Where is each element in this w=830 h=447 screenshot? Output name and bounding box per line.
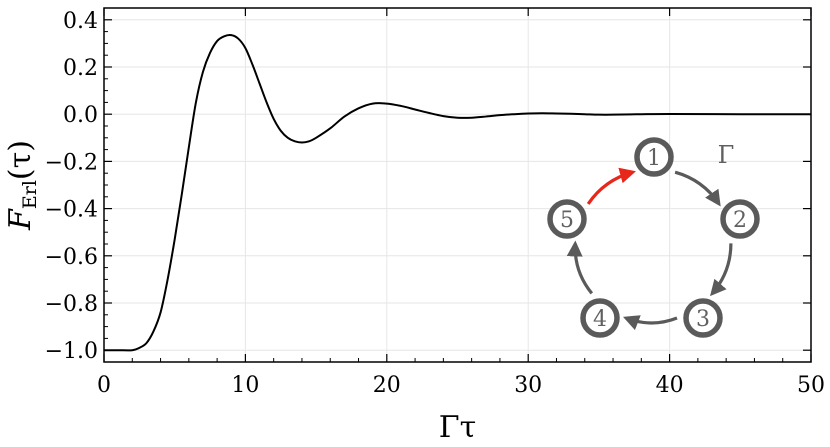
y-tick-label: −0.4: [45, 198, 98, 223]
x-tick-label: 30: [514, 373, 542, 398]
cycle-node-label: 5: [560, 208, 574, 233]
y-tick-label: −0.2: [45, 150, 98, 175]
y-axis-label-subscript: Erl: [19, 180, 41, 209]
cycle-node-label: 3: [696, 307, 710, 332]
cycle-edge: [710, 243, 733, 297]
cycle-edge: [674, 170, 721, 207]
y-tick-label: 0.2: [63, 56, 98, 81]
x-tick-label: 10: [231, 373, 259, 398]
x-axis-label: Γτ: [439, 410, 476, 445]
y-tick-label: 0.0: [63, 103, 98, 128]
y-axis-label-argument: (τ): [3, 140, 38, 180]
x-tick-label: 20: [373, 373, 401, 398]
cycle-node: [720, 199, 760, 239]
cycle-node-label: 4: [593, 307, 607, 332]
x-tick-label: 50: [797, 373, 825, 398]
cycle-edge: [566, 240, 594, 295]
y-axis-label-main: F: [3, 208, 38, 231]
cycle-node-label: 2: [733, 208, 747, 233]
cycle-node: [634, 137, 674, 177]
cycle-node: [683, 298, 723, 338]
cycle-node: [547, 199, 587, 239]
cycle-edge-reset: [586, 167, 636, 205]
rate-label: Γ: [718, 141, 735, 169]
cycle-node-label: 1: [647, 146, 661, 171]
cycle-node: [580, 298, 620, 338]
y-axis-label: FErl(τ): [3, 140, 41, 231]
tick-layer: 0 10 20 30 40 50 −1.0 −0.8 −0.6 −0.4 −0.2 0.0 0.2 0.4: [45, 8, 825, 398]
y-tick-label: −0.6: [45, 245, 98, 270]
x-tick-label: 0: [97, 373, 111, 398]
y-tick-label: 0.4: [63, 9, 98, 34]
series-layer: [103, 34, 812, 352]
y-tick-label: −1.0: [45, 339, 98, 364]
x-tick-label: 40: [656, 373, 684, 398]
cycle-inset: 1 2 3 4 5 Γ: [547, 137, 760, 338]
y-tick-label: −0.8: [45, 292, 98, 317]
cycle-edge: [623, 315, 678, 331]
series-line: [103, 34, 812, 352]
